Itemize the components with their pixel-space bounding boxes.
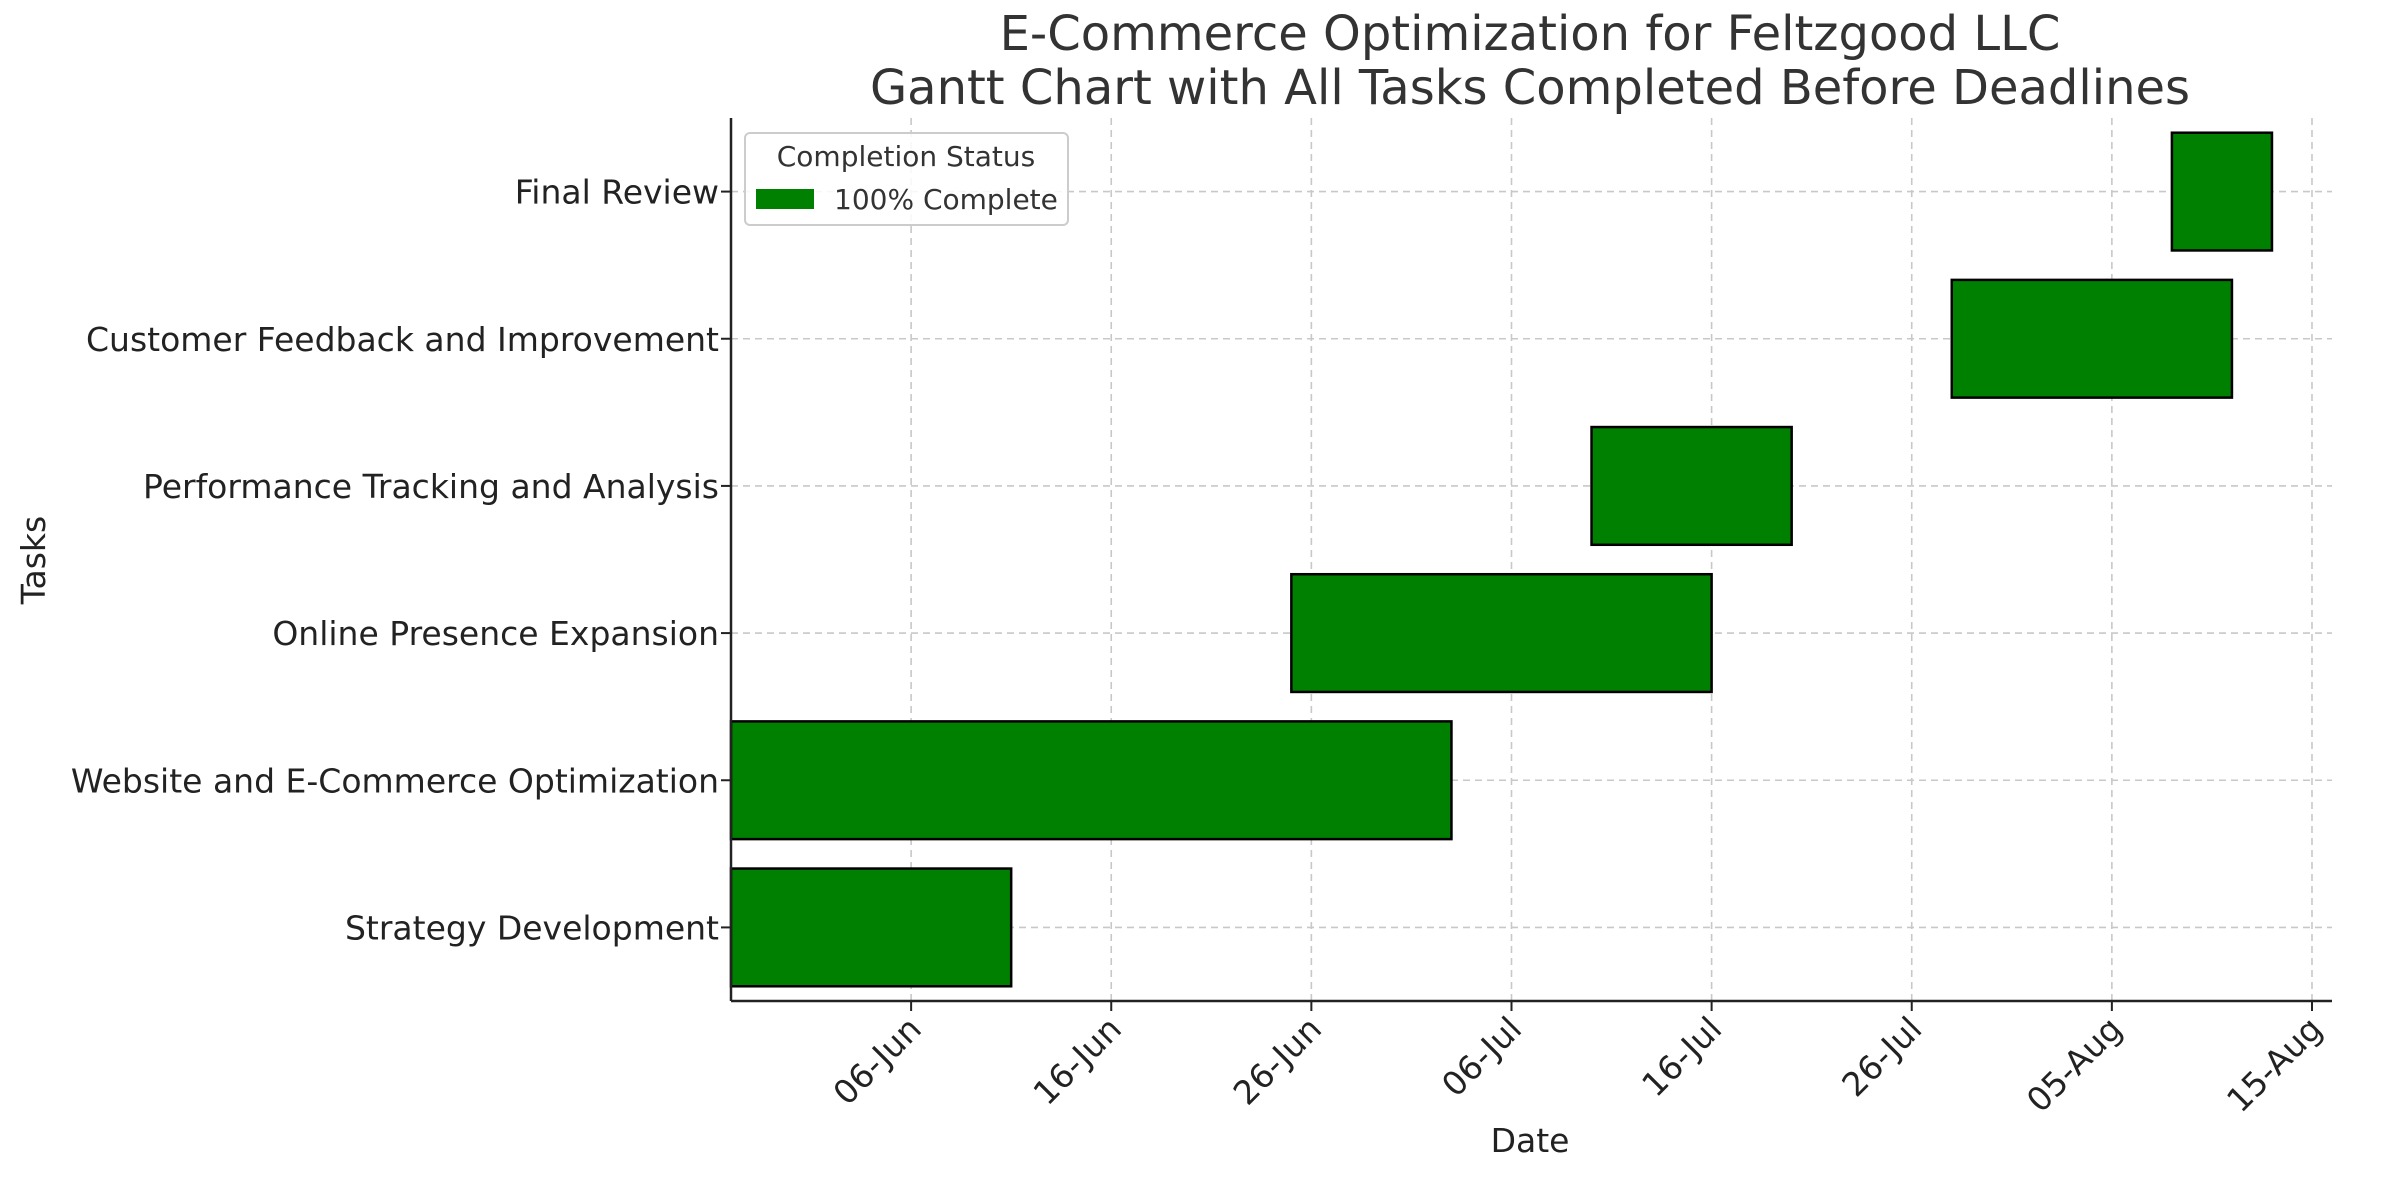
y-tick-label: Performance Tracking and Analysis — [143, 467, 719, 506]
axes-layer: 06-Jun 16-Jun 26-Jun 06-Jul 16-Jul 26-Jul 05-A… — [71, 118, 2332, 1120]
task-bar — [1590, 425, 1793, 547]
x-tick-label: 26-Jun — [1226, 1009, 1329, 1112]
y-tick-label: Strategy Development — [345, 908, 719, 947]
task-bar — [1290, 572, 1713, 694]
legend: Completion Status 100% Complete — [744, 132, 1069, 226]
legend-label: 100% Complete — [834, 183, 1058, 216]
y-tick-label: Final Review — [515, 173, 719, 212]
x-tick-label: 26-Jul — [1834, 1009, 1929, 1104]
task-bar — [2170, 131, 2274, 252]
x-tick-label: 16-Jun — [1025, 1009, 1128, 1112]
x-axis-label: Date — [1491, 1121, 1570, 1160]
chart-title-line-2: Gantt Chart with All Tasks Completed Bef… — [870, 60, 2190, 116]
y-tick-label: Customer Feedback and Improvement — [86, 320, 719, 359]
task-bar — [729, 720, 1453, 841]
y-tick-label: Online Presence Expansion — [272, 614, 719, 653]
x-tick-label: 06-Jul — [1434, 1009, 1529, 1104]
x-tick-label: 16-Jul — [1634, 1009, 1729, 1104]
y-tick-label: Website and E-Commerce Optimization — [71, 761, 719, 800]
task-bar — [1950, 278, 2234, 399]
y-axis-label: Tasks — [14, 516, 53, 605]
legend-swatch — [756, 189, 814, 209]
bar-layer — [729, 131, 2274, 988]
chart-title-line-1: E-Commerce Optimization for Feltzgood LL… — [1000, 6, 2061, 62]
legend-title: Completion Status — [777, 140, 1036, 173]
x-tick-label: 15-Aug — [2219, 1009, 2330, 1120]
x-tick-label: 05-Aug — [2019, 1009, 2130, 1120]
x-tick-label: 06-Jun — [825, 1009, 928, 1112]
task-bar — [729, 867, 1013, 988]
legend-frame — [744, 132, 1069, 226]
